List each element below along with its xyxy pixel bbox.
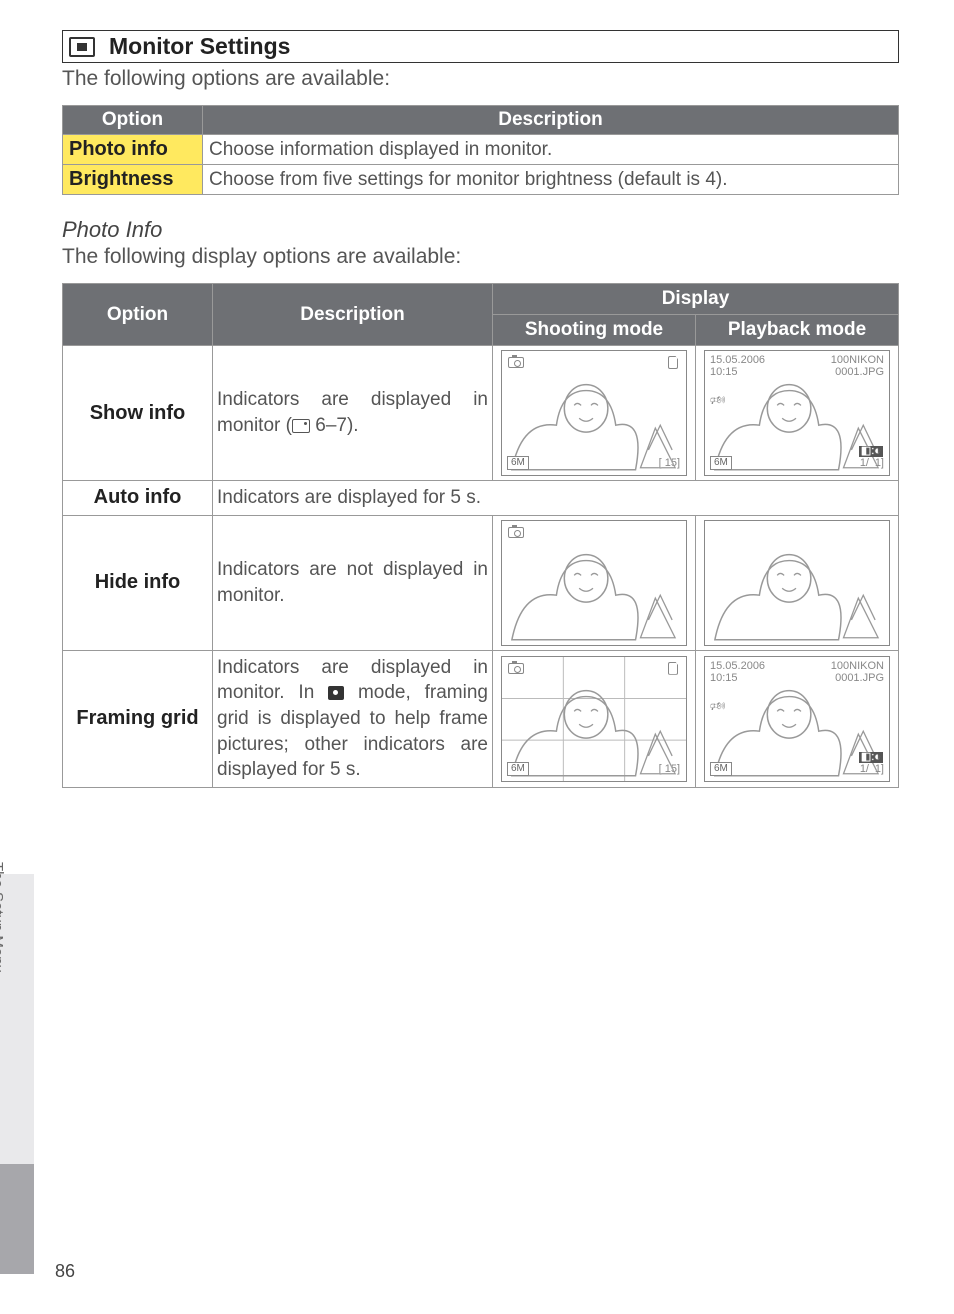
col-header-shooting: Shooting mode — [493, 315, 696, 346]
portrait-illustration — [502, 521, 686, 646]
option-name: Framing grid — [63, 650, 213, 787]
folder-text: 100NIKON — [831, 661, 884, 672]
col-header-description: Description — [203, 106, 899, 135]
folder-text: 100NIKON — [831, 355, 884, 366]
file-text: 0001.JPG — [835, 367, 884, 378]
section-intro: The following options are available: — [62, 67, 899, 91]
option-desc: Choose information displayed in monitor. — [203, 135, 899, 165]
shooting-preview: 6M [ 15] — [493, 346, 696, 481]
camera-icon — [508, 527, 524, 538]
size-badge: 6M — [710, 456, 732, 470]
frame-frac: 1/ — [860, 458, 869, 469]
desc-text: 6–7). — [310, 415, 359, 436]
option-name: Hide info — [63, 515, 213, 650]
frame-frac: 1/ — [860, 764, 869, 775]
camera-mode-icon — [328, 686, 344, 700]
screen-illustration: 15.05.2006 10:15 100NIKON 0001.JPG 🕬 6M … — [704, 350, 890, 476]
time-text: 10:15 — [710, 367, 738, 378]
option-name: Show info — [63, 346, 213, 481]
date-text: 15.05.2006 — [710, 661, 765, 672]
playback-preview: 15.05.2006 10:15 100NIKON 0001.JPG 🕬 6M … — [696, 650, 899, 787]
photoinfo-table: Option Description Display Shooting mode… — [62, 283, 899, 788]
photoinfo-title: Photo Info — [62, 217, 899, 243]
frame-frac: 1] — [875, 764, 884, 775]
screen-illustration: 6M [ 15] — [501, 656, 687, 782]
shooting-preview — [493, 515, 696, 650]
file-text: 0001.JPG — [835, 673, 884, 684]
shooting-preview: 6M [ 15] — [493, 650, 696, 787]
frame-count: [ 15] — [659, 764, 680, 775]
table-row: Framing grid Indicators are displayed in… — [63, 650, 899, 787]
camera-icon — [508, 357, 524, 368]
screen-illustration — [704, 520, 890, 646]
table-row: Photo info Choose information displayed … — [63, 135, 899, 165]
portrait-illustration — [705, 521, 889, 646]
option-desc: Indicators are displayed in monitor ( 6–… — [213, 346, 493, 481]
size-badge: 6M — [710, 762, 732, 776]
screen-illustration: 15.05.2006 10:15 100NIKON 0001.JPG 🕬 6M … — [704, 656, 890, 782]
size-badge: 6M — [507, 456, 529, 470]
quality-indicator: ◧:◐ — [859, 446, 883, 457]
section-title: Monitor Settings — [109, 33, 290, 60]
option-name: Auto info — [63, 481, 213, 516]
memory-card-icon — [668, 356, 678, 369]
table-row: Brightness Choose from five settings for… — [63, 165, 899, 195]
voice-memo-icon: 🕬 — [710, 697, 725, 718]
table-row: Auto info Indicators are displayed for 5… — [63, 481, 899, 516]
col-header-display: Display — [493, 284, 899, 315]
col-header-option: Option — [63, 106, 203, 135]
table-row: Show info Indicators are displayed in mo… — [63, 346, 899, 481]
quality-indicator: ◧:◐ — [859, 752, 883, 763]
voice-memo-icon: 🕬 — [710, 391, 725, 412]
memory-card-icon — [668, 662, 678, 675]
col-header-playback: Playback mode — [696, 315, 899, 346]
playback-preview — [696, 515, 899, 650]
option-desc: Choose from five settings for monitor br… — [203, 165, 899, 195]
option-name: Photo info — [63, 135, 203, 165]
option-name: Brightness — [63, 165, 203, 195]
page-ref-icon — [292, 419, 310, 433]
table-row: Hide info Indicators are not displayed i… — [63, 515, 899, 650]
side-tab-dark — [0, 1164, 34, 1274]
options-table: Option Description Photo info Choose inf… — [62, 105, 899, 195]
col-header-option: Option — [63, 284, 213, 346]
option-desc: Indicators are displayed for 5 s. — [213, 481, 899, 516]
option-desc: Indicators are displayed in monitor. In … — [213, 650, 493, 787]
option-desc: Indicators are not displayed in monitor. — [213, 515, 493, 650]
screen-illustration — [501, 520, 687, 646]
page-number: 86 — [55, 1261, 75, 1282]
frame-count: [ 15] — [659, 458, 680, 469]
sidebar-chapter-label: The Setup Menu — [0, 862, 6, 973]
playback-preview: 15.05.2006 10:15 100NIKON 0001.JPG 🕬 6M … — [696, 346, 899, 481]
size-badge: 6M — [507, 762, 529, 776]
monitor-settings-icon — [69, 37, 95, 57]
photoinfo-intro: The following display options are availa… — [62, 245, 899, 269]
col-header-description: Description — [213, 284, 493, 346]
screen-illustration: 6M [ 15] — [501, 350, 687, 476]
date-text: 15.05.2006 — [710, 355, 765, 366]
section-header: Monitor Settings — [62, 30, 899, 63]
frame-frac: 1] — [875, 458, 884, 469]
camera-icon — [508, 663, 524, 674]
time-text: 10:15 — [710, 673, 738, 684]
